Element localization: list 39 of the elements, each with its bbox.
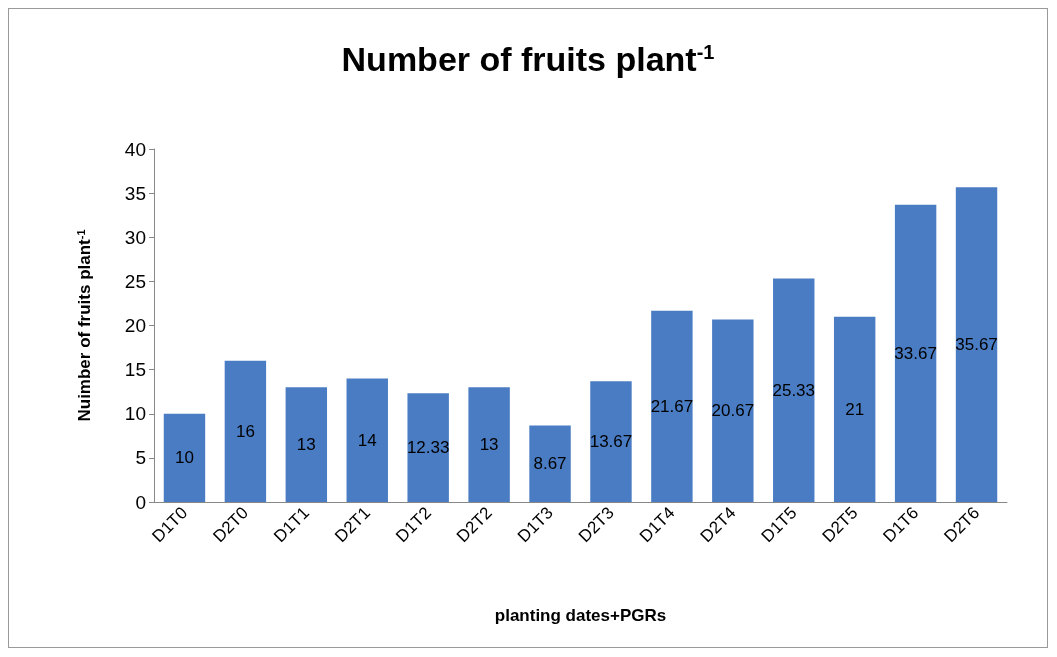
bar: [833, 316, 876, 502]
data-label: 20.67: [711, 401, 755, 421]
y-tick-label: 15: [124, 359, 146, 381]
x-axis-title: planting dates+PGRs: [494, 606, 667, 625]
bar: [285, 387, 328, 502]
y-axis-title: Nuimber of fruits plant-1: [74, 229, 94, 422]
bar: [529, 425, 571, 502]
bar: [955, 187, 998, 502]
data-label: 25.33: [772, 380, 816, 400]
data-label: 33.67: [894, 343, 937, 363]
y-tick-label: 40: [124, 138, 146, 160]
data-label: 13.67: [589, 432, 633, 452]
y-tick-label: 10: [124, 403, 146, 425]
bar: [346, 378, 388, 502]
data-label: 21.67: [650, 396, 694, 416]
data-label: 8.67: [533, 454, 567, 474]
bar: [468, 387, 510, 502]
y-tick-label: 0: [135, 491, 146, 513]
bar: [163, 413, 206, 502]
bar: [651, 310, 693, 502]
bar: [590, 381, 632, 502]
y-tick-label: 20: [124, 315, 146, 336]
data-label: 13: [296, 435, 316, 455]
data-label: 12.33: [406, 438, 450, 458]
bar: [894, 204, 937, 502]
y-tick-label: 25: [124, 270, 146, 292]
bar: [407, 393, 449, 502]
data-label: 13: [479, 435, 499, 455]
bar: [712, 319, 754, 502]
y-tick-label: 30: [124, 226, 146, 248]
y-tick-label: 5: [135, 447, 146, 469]
data-label: 10: [175, 448, 194, 468]
bar: [224, 360, 267, 502]
data-label: 21: [845, 399, 865, 419]
data-label: 14: [357, 430, 377, 450]
bar: [773, 278, 815, 502]
data-label: 35.67: [955, 335, 998, 355]
y-tick-label: 35: [124, 182, 146, 204]
data-label: 16: [235, 421, 255, 441]
